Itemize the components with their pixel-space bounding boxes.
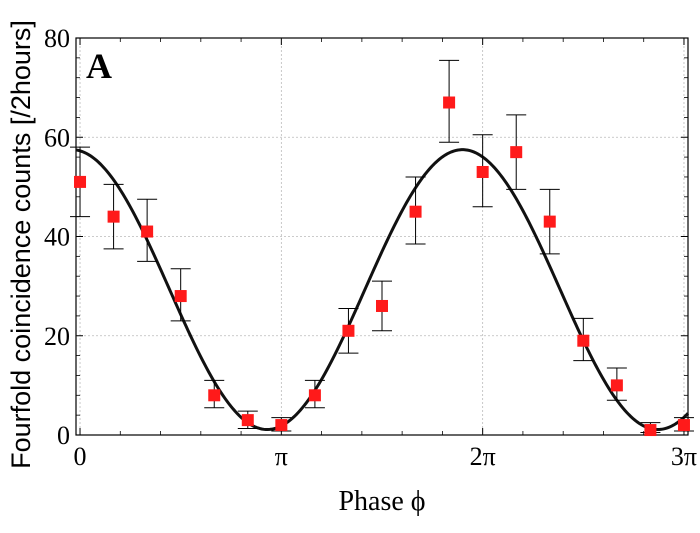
data-point — [610, 379, 623, 392]
data-point — [308, 389, 321, 402]
tick-labels: 0 20 40 60 80 0 π 2π 3π — [44, 24, 697, 471]
data-point — [476, 165, 489, 178]
data-markers — [74, 96, 690, 437]
panel-label: A — [86, 46, 112, 86]
data-point — [543, 215, 556, 228]
data-point — [174, 290, 187, 303]
x-tick-label: 0 — [74, 442, 87, 471]
data-point — [644, 424, 657, 437]
axis-ticks — [76, 37, 688, 436]
data-point — [510, 146, 523, 159]
data-point — [141, 225, 154, 238]
y-axis-label: Fourfold coincidence counts [/2hours] — [6, 20, 36, 469]
data-point — [208, 389, 221, 402]
y-tick-label: 20 — [44, 322, 70, 351]
data-point — [443, 96, 456, 109]
data-point — [342, 324, 355, 337]
x-tick-label: 2π — [470, 442, 496, 471]
data-point — [241, 414, 254, 427]
y-tick-label: 60 — [44, 123, 70, 152]
y-tick-label: 40 — [44, 223, 70, 252]
x-axis-label: Phase ϕ — [338, 486, 425, 517]
data-point — [677, 419, 690, 432]
data-point — [577, 334, 590, 347]
y-tick-label: 0 — [57, 421, 70, 450]
data-point — [275, 419, 288, 432]
x-tick-label: π — [275, 442, 288, 471]
y-tick-label: 80 — [44, 24, 70, 53]
data-point — [74, 175, 87, 188]
grid-lines — [76, 38, 688, 435]
data-point — [107, 210, 120, 223]
data-point — [409, 205, 422, 218]
x-tick-label: 3π — [671, 442, 697, 471]
data-point — [376, 299, 388, 312]
